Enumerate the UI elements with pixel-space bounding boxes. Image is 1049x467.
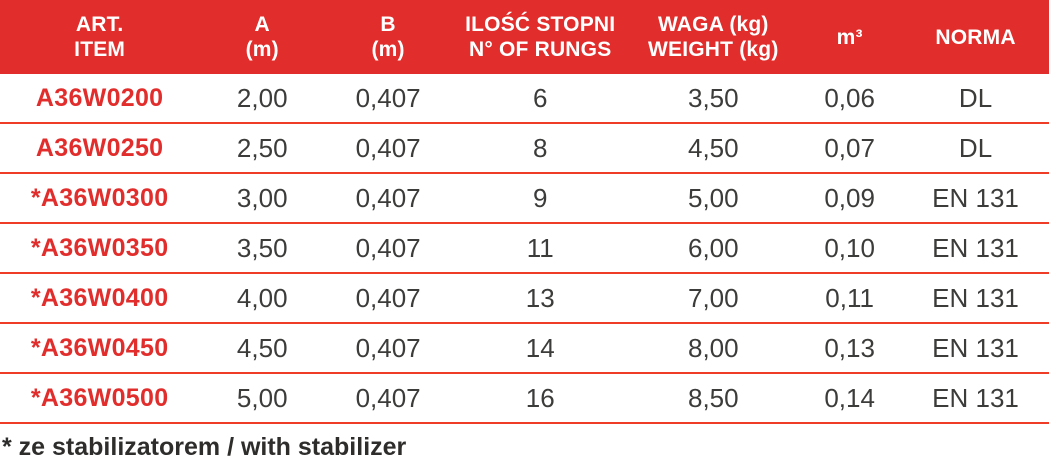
cell-m3: 0,06 — [797, 74, 903, 124]
table-row: A36W0250 2,50 0,407 8 4,50 0,07 DL — [0, 123, 1049, 174]
header-line-pl: NORMA — [935, 25, 1016, 49]
article-code: A36W0200 — [0, 74, 200, 124]
cell-a: 3,50 — [199, 223, 326, 274]
cell-rungs: 13 — [451, 273, 630, 324]
cell-m3: 0,10 — [797, 223, 903, 274]
cell-rungs: 9 — [451, 173, 630, 224]
cell-weight: 4,50 — [629, 123, 798, 174]
cell-norma: EN 131 — [902, 273, 1049, 324]
cell-m3: 0,14 — [797, 373, 903, 424]
header-line-en: (m) — [245, 38, 279, 61]
cell-b: 0,407 — [325, 323, 452, 374]
header-line-en: ITEM — [74, 38, 126, 61]
table-row: A36W0200 2,00 0,407 6 3,50 0,06 DL — [0, 74, 1049, 124]
table-body: A36W0200 2,00 0,407 6 3,50 0,06 DL A36W0… — [0, 74, 1049, 424]
article-code: *A36W0400 — [0, 273, 200, 324]
cell-norma: DL — [902, 74, 1049, 124]
cell-norma: DL — [902, 123, 1049, 174]
header-line-pl: A — [254, 13, 270, 36]
cell-norma: EN 131 — [902, 223, 1049, 274]
cell-a: 4,00 — [199, 273, 326, 324]
cell-m3: 0,07 — [797, 123, 903, 174]
cell-b: 0,407 — [325, 74, 452, 124]
cell-a: 2,00 — [199, 74, 326, 124]
table-row: *A36W0300 3,00 0,407 9 5,00 0,09 EN 131 — [0, 173, 1049, 224]
cell-rungs: 16 — [451, 373, 630, 424]
cell-weight: 7,00 — [629, 273, 798, 324]
column-header-cubic-meters: m³ — [797, 0, 903, 74]
column-header-b-m: B (m) — [325, 0, 452, 74]
header-line-pl: WAGA (kg) — [657, 13, 769, 36]
cell-rungs: 14 — [451, 323, 630, 374]
cell-norma: EN 131 — [902, 323, 1049, 374]
cell-b: 0,407 — [325, 173, 452, 224]
product-spec-table: ART. ITEM A (m) B (m) ILOŚĆ STOPNI N° OF… — [0, 0, 1049, 424]
column-header-weight: WAGA (kg) WEIGHT (kg) — [629, 0, 798, 74]
cell-norma: EN 131 — [902, 373, 1049, 424]
footnote: * ze stabilizatorem / with stabilizer — [2, 433, 407, 461]
column-header-rungs: ILOŚĆ STOPNI N° OF RUNGS — [451, 0, 630, 74]
column-header-a-m: A (m) — [199, 0, 326, 74]
cell-m3: 0,09 — [797, 173, 903, 224]
cell-norma: EN 131 — [902, 173, 1049, 224]
header-row: ART. ITEM A (m) B (m) ILOŚĆ STOPNI N° OF… — [0, 0, 1049, 74]
table-header: ART. ITEM A (m) B (m) ILOŚĆ STOPNI N° OF… — [0, 0, 1049, 74]
article-code: *A36W0450 — [0, 323, 200, 374]
cell-b: 0,407 — [325, 223, 452, 274]
table-row: *A36W0450 4,50 0,407 14 8,00 0,13 EN 131 — [0, 323, 1049, 374]
cell-weight: 6,00 — [629, 223, 798, 274]
cell-b: 0,407 — [325, 373, 452, 424]
header-line-en: N° OF RUNGS — [468, 38, 612, 61]
cell-weight: 5,00 — [629, 173, 798, 224]
header-line-pl: ILOŚĆ STOPNI — [465, 13, 616, 36]
cell-a: 3,00 — [199, 173, 326, 224]
cell-rungs: 8 — [451, 123, 630, 174]
cell-m3: 0,13 — [797, 323, 903, 374]
header-line-pl: ART. — [75, 13, 124, 36]
cell-weight: 8,00 — [629, 323, 798, 374]
header-line-pl: B — [380, 13, 396, 36]
article-code: *A36W0300 — [0, 173, 200, 224]
column-header-art-item: ART. ITEM — [0, 0, 200, 74]
cell-rungs: 6 — [451, 74, 630, 124]
cell-b: 0,407 — [325, 123, 452, 174]
article-code: A36W0250 — [0, 123, 200, 174]
column-header-norma: NORMA — [902, 0, 1049, 74]
table-row: *A36W0500 5,00 0,407 16 8,50 0,14 EN 131 — [0, 373, 1049, 424]
table-row: *A36W0400 4,00 0,407 13 7,00 0,11 EN 131 — [0, 273, 1049, 324]
cell-weight: 8,50 — [629, 373, 798, 424]
cell-a: 4,50 — [199, 323, 326, 374]
cell-a: 2,50 — [199, 123, 326, 174]
cell-b: 0,407 — [325, 273, 452, 324]
article-code: *A36W0500 — [0, 373, 200, 424]
cell-rungs: 11 — [451, 223, 630, 274]
table-row: *A36W0350 3,50 0,407 11 6,00 0,10 EN 131 — [0, 223, 1049, 274]
article-code: *A36W0350 — [0, 223, 200, 274]
cell-weight: 3,50 — [629, 74, 798, 124]
header-line-en: WEIGHT (kg) — [648, 38, 779, 61]
cell-m3: 0,11 — [797, 273, 903, 324]
cell-a: 5,00 — [199, 373, 326, 424]
header-line-en: (m) — [371, 38, 405, 61]
header-line-pl: m³ — [836, 25, 863, 49]
